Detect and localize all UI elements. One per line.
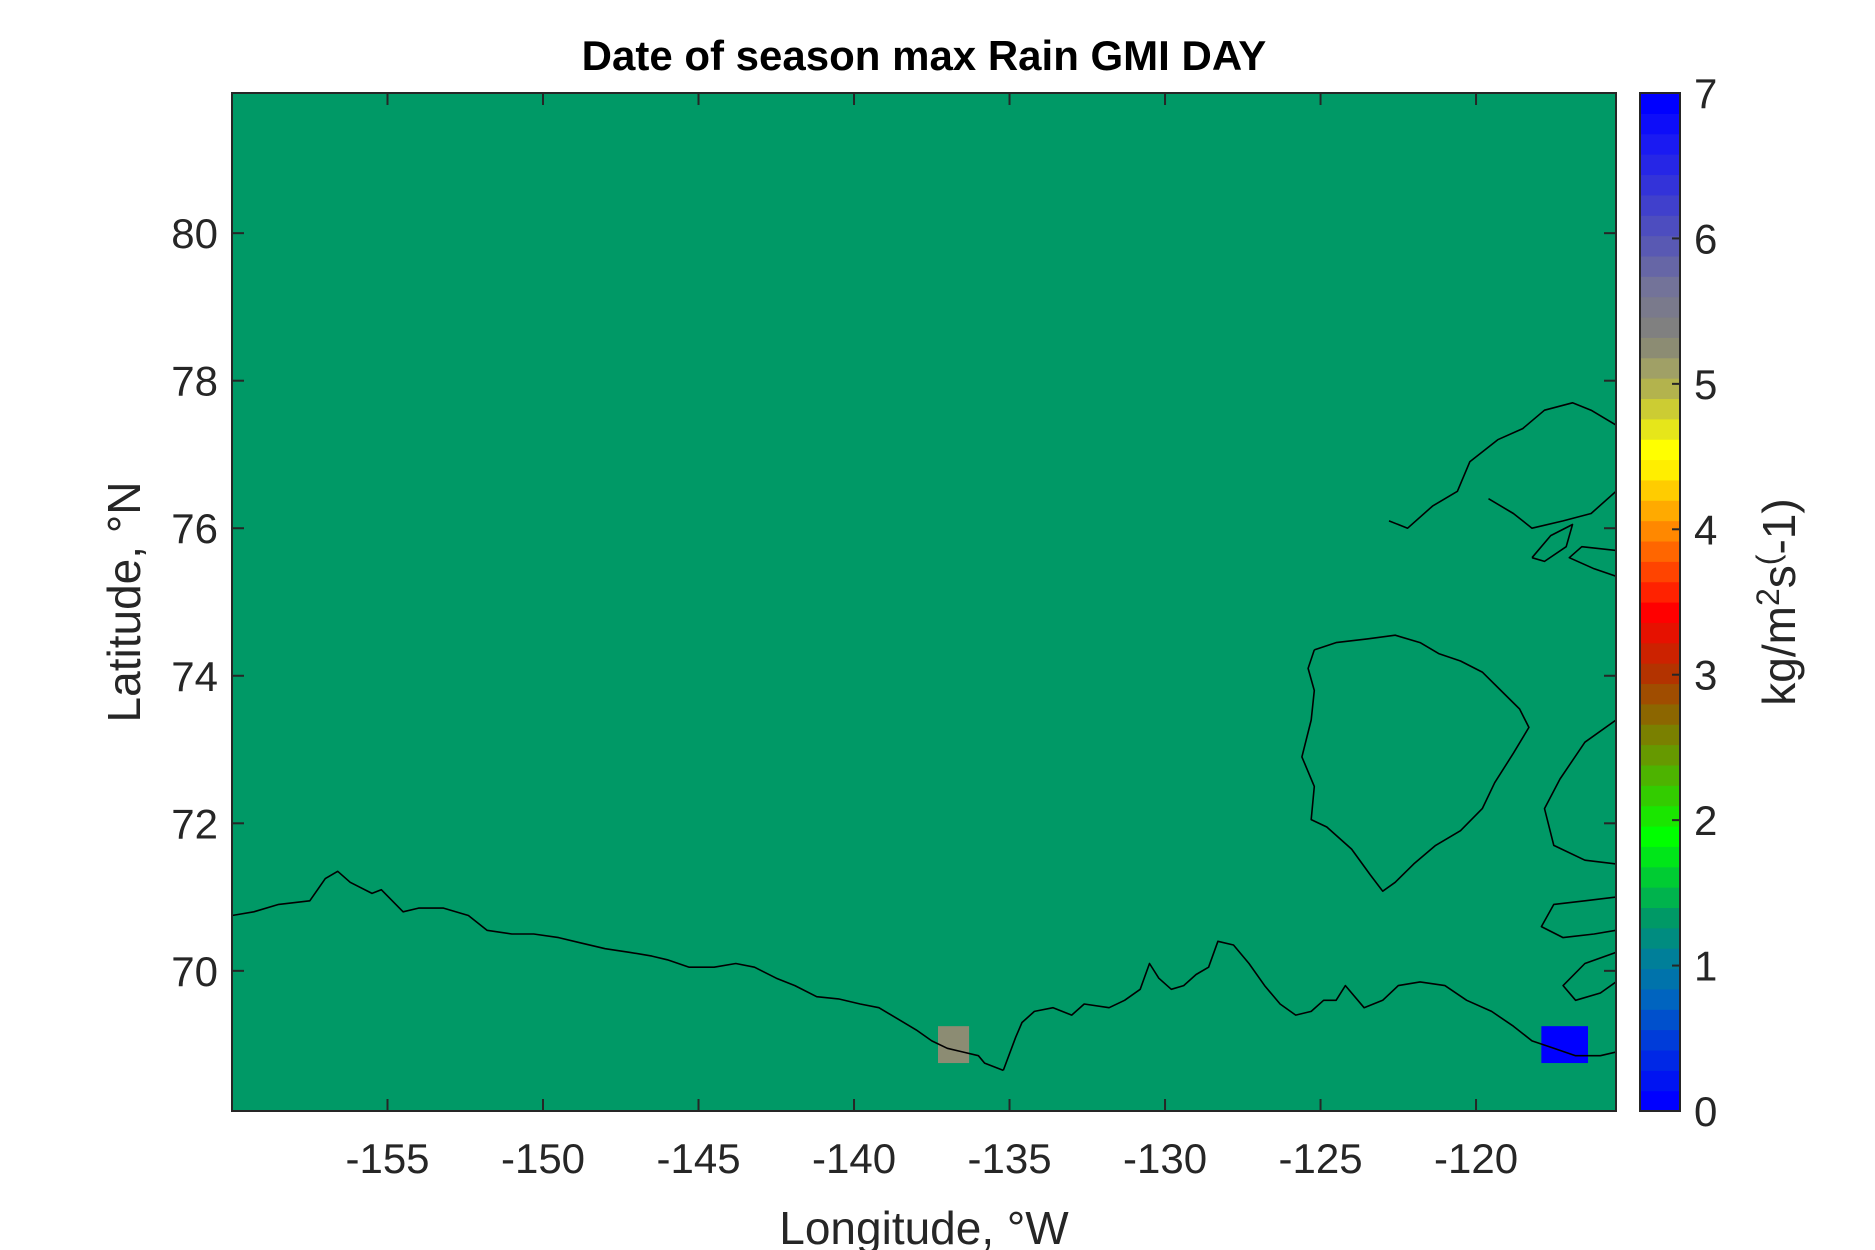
- inlet-island: [1531, 523, 1574, 563]
- colorbar-swatch: [1640, 1049, 1680, 1071]
- y-tick-label: 78: [171, 358, 218, 405]
- x-tick-label: -125: [1279, 1135, 1363, 1182]
- colorbar-swatch: [1640, 581, 1680, 603]
- x-tick-label: -130: [1123, 1135, 1207, 1182]
- colorbar-tick-label: 0: [1694, 1088, 1717, 1135]
- colorbar-swatch: [1640, 418, 1680, 440]
- colorbar-swatch: [1640, 540, 1680, 562]
- banks-island: [1301, 634, 1530, 893]
- y-axis-label: Latitude, °N: [98, 482, 150, 723]
- x-tick-label: -145: [656, 1135, 740, 1182]
- colorbar-swatch: [1640, 1029, 1680, 1051]
- x-tick-label: -135: [967, 1135, 1051, 1182]
- colorbar-swatch: [1640, 459, 1680, 481]
- y-tick-label: 74: [171, 653, 218, 700]
- colorbar-swatch: [1640, 296, 1680, 318]
- colorbar-swatch: [1640, 500, 1680, 522]
- colorbar-tick-label: 4: [1694, 506, 1717, 553]
- colorbar-swatch: [1640, 764, 1680, 786]
- y-tick-label: 70: [171, 948, 218, 995]
- colorbar-swatch: [1640, 439, 1680, 461]
- colorbar-swatch: [1640, 683, 1680, 705]
- colorbar-swatch: [1640, 785, 1680, 807]
- colorbar-swatch: [1640, 907, 1680, 929]
- colorbar-tick-label: 5: [1694, 361, 1717, 408]
- y-axis-ticks: 70 72 74 76 78 80: [171, 210, 1616, 995]
- colorbar-swatch: [1640, 602, 1680, 623]
- colorbar-swatch: [1640, 1070, 1680, 1092]
- colorbar-tick-label: 7: [1694, 70, 1717, 117]
- colorbar-swatch: [1640, 316, 1680, 338]
- mackenzie-coast: [1002, 940, 1616, 1071]
- melville-coast: [1488, 490, 1616, 530]
- colorbar-swatch: [1640, 174, 1680, 196]
- colorbar-swatch: [1640, 561, 1680, 583]
- colorbar-swatch: [1640, 1009, 1680, 1031]
- colorbar-swatch: [1640, 663, 1680, 685]
- colorbar-swatch: [1640, 255, 1680, 277]
- map-title: Date of season max Rain GMI DAY: [582, 32, 1267, 79]
- data-cell-1: [937, 1026, 970, 1064]
- colorbar-swatch: [1640, 154, 1680, 176]
- victoria-island-north: [1543, 719, 1616, 865]
- colorbar-swatch: [1640, 724, 1680, 746]
- colorbar-swatch: [1640, 520, 1680, 542]
- y-tick-label: 72: [171, 800, 218, 847]
- colorbar-swatch: [1640, 968, 1680, 990]
- map-frame: [231, 92, 1617, 1112]
- x-axis-label: Longitude, °W: [779, 1202, 1069, 1250]
- colorbar-swatch: [1640, 337, 1680, 359]
- x-axis-ticks: -155 -150 -145 -140 -135 -130 -125 -120: [345, 93, 1518, 1182]
- colorbar-swatch: [1640, 276, 1680, 298]
- colorbar-ticks: 0 1 2 3 4 5 6 7: [1672, 70, 1717, 1135]
- colorbar-swatch: [1640, 703, 1680, 725]
- colorbar-swatch: [1640, 805, 1680, 827]
- colorbar-swatch: [1640, 927, 1680, 949]
- colorbar-swatch: [1640, 479, 1680, 501]
- colorbar-tick-label: 3: [1694, 652, 1717, 699]
- colorbar-frame: [1639, 92, 1681, 1112]
- y-tick-label: 76: [171, 505, 218, 552]
- colorbar-swatch: [1640, 378, 1680, 399]
- colorbar-tick-label: 6: [1694, 215, 1717, 262]
- colorbar: [1640, 93, 1680, 1112]
- x-tick-label: -120: [1434, 1135, 1518, 1182]
- colorbar-tick-label: 1: [1694, 943, 1717, 990]
- colorbar-swatch: [1640, 825, 1680, 847]
- colorbar-swatch: [1640, 642, 1680, 664]
- colorbar-swatch: [1640, 744, 1680, 766]
- victoria-island-west: [1540, 896, 1616, 939]
- colorbar-swatch: [1640, 215, 1680, 237]
- colorbar-swatch: [1640, 93, 1680, 114]
- data-cells: [937, 1026, 1589, 1064]
- colorbar-swatch: [1640, 133, 1680, 155]
- melville-peninsula: [1568, 545, 1616, 577]
- victoria-island-south: [1562, 951, 1616, 1002]
- data-cell-2: [1541, 1026, 1589, 1064]
- colorbar-swatch: [1640, 398, 1680, 420]
- colorbar-swatch: [1640, 235, 1680, 257]
- colorbar-swatch: [1640, 113, 1680, 135]
- colorbar-swatch: [1640, 948, 1680, 970]
- x-tick-label: -150: [501, 1135, 585, 1182]
- x-tick-label: -140: [812, 1135, 896, 1182]
- colorbar-tick-label: 2: [1694, 797, 1717, 844]
- colorbar-swatch: [1640, 988, 1680, 1010]
- coastlines: [232, 401, 1616, 1072]
- y-tick-label: 80: [171, 210, 218, 257]
- colorbar-label: kg/m2s(-1): [1750, 498, 1805, 705]
- prince-patrick-island: [1388, 401, 1616, 530]
- colorbar-swatch: [1640, 866, 1680, 888]
- colorbar-swatch: [1640, 846, 1680, 868]
- alaska-coast: [232, 870, 1004, 1072]
- map-plot-area: [232, 93, 1616, 1111]
- x-tick-label: -155: [345, 1135, 429, 1182]
- colorbar-swatch: [1640, 887, 1680, 908]
- colorbar-swatch: [1640, 1090, 1680, 1112]
- colorbar-swatch: [1640, 622, 1680, 644]
- colorbar-swatch: [1640, 357, 1680, 379]
- colorbar-swatch: [1640, 194, 1680, 216]
